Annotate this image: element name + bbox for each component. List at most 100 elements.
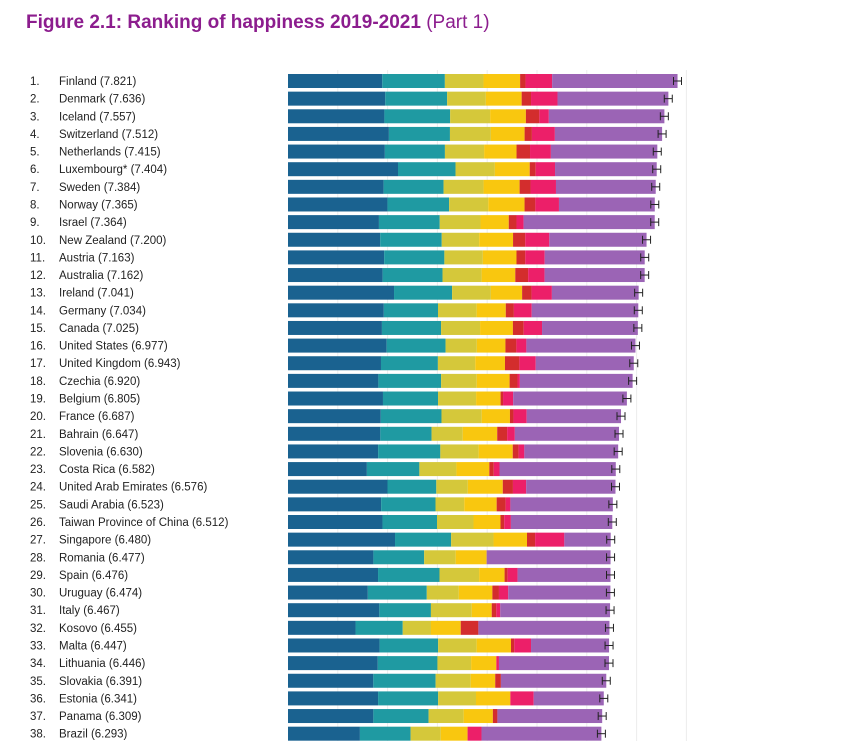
- country-label: Switzerland (7.512): [59, 129, 158, 141]
- bar-segment: [482, 250, 517, 265]
- bar-segment: [288, 268, 383, 283]
- bar-segment: [441, 232, 480, 247]
- bar-segment: [288, 691, 379, 706]
- bar-segment: [288, 585, 368, 600]
- bar-segment: [382, 268, 443, 283]
- bar-segment: [523, 215, 655, 230]
- bar-segment: [494, 162, 530, 177]
- country-label: Malta (6.447): [59, 640, 127, 652]
- bar-segment: [530, 179, 556, 194]
- bar-segment: [441, 320, 481, 335]
- bar-segment: [451, 532, 494, 547]
- country-label: Sweden (7.384): [59, 182, 140, 194]
- bar-segment: [492, 585, 499, 600]
- bar-segment: [512, 479, 527, 494]
- bar-segment: [498, 585, 509, 600]
- bar-segment: [508, 585, 611, 600]
- bar-segment: [544, 250, 645, 265]
- bar-segment: [288, 144, 385, 159]
- bar-segment: [503, 391, 514, 406]
- bar-segment: [525, 232, 550, 247]
- bar-segment: [496, 656, 499, 671]
- country-label: Israel (7.364): [59, 217, 127, 229]
- bar-segment: [288, 162, 399, 177]
- bar-segment: [355, 620, 403, 635]
- bar-segment: [498, 656, 610, 671]
- bar-segment: [410, 726, 441, 741]
- bar-segment: [475, 691, 511, 706]
- bar-segment: [458, 585, 493, 600]
- rank-label: 8.: [30, 199, 40, 211]
- rank-label: 31.: [30, 605, 46, 617]
- bar-segment: [564, 532, 611, 547]
- bar-segment: [481, 726, 602, 741]
- bar-segment: [550, 144, 658, 159]
- bar-segment: [515, 268, 529, 283]
- bar-segment: [476, 338, 506, 353]
- bar-segment: [495, 673, 501, 688]
- bar-segment: [452, 285, 491, 300]
- bar-segment: [526, 479, 616, 494]
- bar-segment: [502, 479, 513, 494]
- bar-segment: [383, 303, 438, 318]
- bar-segment: [380, 356, 438, 371]
- bar-segment: [378, 373, 442, 388]
- bar-segment: [555, 162, 657, 177]
- bar-segment: [484, 144, 517, 159]
- bar-segment: [455, 550, 487, 565]
- bar-segment: [555, 179, 656, 194]
- country-label: Kosovo (6.455): [59, 623, 137, 635]
- country-label: Netherlands (7.415): [59, 147, 161, 159]
- bar-segment: [514, 638, 532, 653]
- bar-segment: [380, 409, 442, 424]
- bar-segment: [449, 126, 491, 141]
- bar-segment: [490, 109, 526, 124]
- bar-segment: [524, 126, 532, 141]
- bar-segment: [531, 303, 639, 318]
- bar-segment: [288, 215, 379, 230]
- bar-segment: [507, 426, 515, 441]
- bar-segment: [539, 109, 549, 124]
- rank-label: 33.: [30, 640, 46, 652]
- bar-segment: [462, 426, 498, 441]
- bar-segment: [535, 162, 556, 177]
- country-label: United States (6.977): [59, 341, 168, 353]
- bar-segment: [288, 74, 383, 88]
- bar-segment: [554, 126, 663, 141]
- bar-segment: [505, 303, 514, 318]
- bar-segment: [500, 603, 611, 618]
- country-label: Australia (7.162): [59, 270, 144, 282]
- rank-label: 10.: [30, 235, 46, 247]
- rank-label: 29.: [30, 570, 46, 582]
- bar-segment: [288, 603, 380, 618]
- bar-segment: [373, 550, 425, 565]
- bar-segment: [531, 285, 552, 300]
- bar-segment: [381, 320, 442, 335]
- bar-segment: [378, 215, 440, 230]
- bar-segment: [288, 462, 367, 477]
- country-label: Bahrain (6.647): [59, 429, 138, 441]
- bar-segment: [430, 603, 472, 618]
- bar-segment: [513, 232, 526, 247]
- bar-segment: [488, 197, 525, 212]
- bar-segment: [439, 567, 480, 582]
- bar-segment: [525, 250, 545, 265]
- bar-segment: [485, 91, 522, 106]
- bar-segment: [437, 656, 472, 671]
- country-label: Belgium (6.805): [59, 394, 140, 406]
- bar-segment: [526, 338, 636, 353]
- bar-segment: [377, 656, 438, 671]
- bar-segment: [442, 268, 482, 283]
- bar-segment: [480, 320, 513, 335]
- country-label: Uruguay (6.474): [59, 588, 142, 600]
- bar-segment: [517, 567, 611, 582]
- bar-segment: [516, 144, 531, 159]
- bar-segment: [288, 179, 384, 194]
- bar-segment: [388, 126, 450, 141]
- country-label: United Kingdom (6.943): [59, 358, 181, 370]
- bar-segment: [520, 74, 526, 88]
- bar-segment: [522, 285, 532, 300]
- bar-segment: [463, 709, 493, 724]
- bar-segment: [476, 391, 501, 406]
